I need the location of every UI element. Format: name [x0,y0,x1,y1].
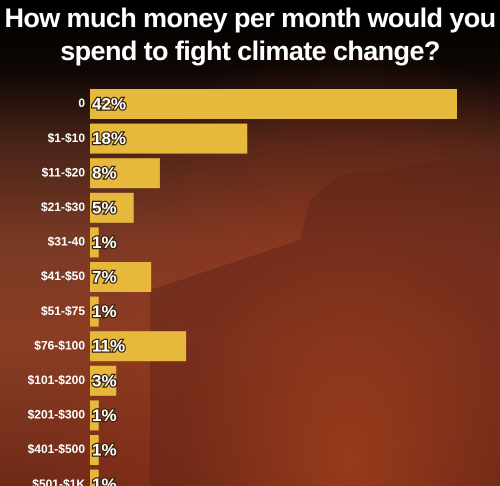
value-label: 3% [92,371,117,390]
bar [90,365,117,396]
value-label: 8% [92,164,117,183]
category-label: $41-$50 [41,269,85,283]
category-label: $51-$75 [41,304,85,318]
value-label: 5% [92,198,117,217]
value-label: 11% [92,337,125,356]
value-label: 1% [92,302,117,321]
category-label: $1-$10 [48,131,86,145]
category-label: $31-40 [48,235,86,249]
value-label: 1% [92,406,117,425]
value-label: 7% [92,267,117,286]
bar [90,89,457,119]
hill [150,160,500,486]
bar [90,296,99,327]
bar [90,331,187,362]
bar [90,192,134,223]
category-label: $76-$100 [34,338,85,352]
bar [90,262,152,292]
value-label: 1% [92,475,117,486]
bar [90,400,99,431]
category-label: 0 [78,96,85,110]
value-label: 1% [92,233,117,252]
bar [90,435,99,465]
category-label: $401-$500 [28,442,86,456]
bar [90,227,99,258]
bar [90,123,248,154]
category-label: $101-$200 [28,373,86,387]
value-label: 1% [92,440,117,459]
bar [90,158,160,189]
category-label: $11-$20 [42,165,86,179]
category-label: $501-$1K [32,477,85,486]
bar [90,469,99,486]
value-label: 18% [92,129,126,148]
value-label: 42% [92,94,126,113]
chart-title: How much money per month would you spend… [4,3,496,66]
category-label: $201-$300 [28,408,86,422]
category-label: $21-$30 [41,200,85,214]
